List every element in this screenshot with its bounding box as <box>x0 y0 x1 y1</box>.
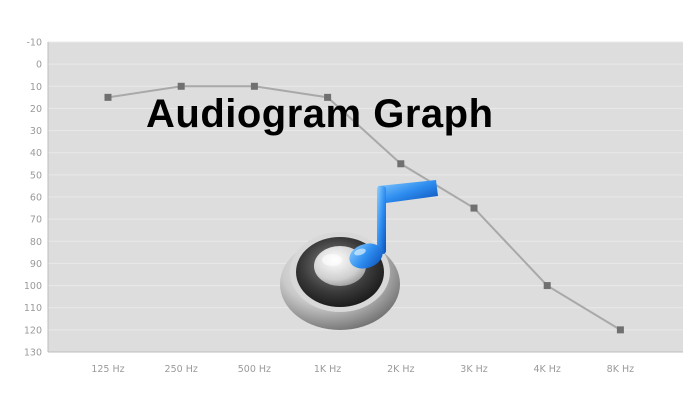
x-tick-label: 2K Hz <box>387 364 414 375</box>
data-point-marker <box>177 82 185 90</box>
y-tick-label: 20 <box>30 104 42 115</box>
speaker-music-icon <box>280 180 438 330</box>
y-tick-label: 60 <box>30 193 42 204</box>
y-tick-label: 90 <box>30 259 42 270</box>
y-tick-label: 0 <box>36 60 42 71</box>
data-point-marker <box>324 93 332 101</box>
y-tick-label: 120 <box>24 325 42 336</box>
y-tick-label: 110 <box>24 303 42 314</box>
x-tick-label: 250 Hz <box>165 364 198 375</box>
y-tick-label: 100 <box>24 281 42 292</box>
data-point-marker <box>543 282 551 290</box>
data-point-marker <box>470 204 478 212</box>
y-tick-label: 30 <box>30 126 42 137</box>
axes <box>47 42 683 353</box>
y-tick-label: 80 <box>30 237 42 248</box>
y-tick-label: 130 <box>24 348 42 359</box>
data-point-marker <box>104 93 112 101</box>
data-point-marker <box>397 160 405 168</box>
y-tick-labels: -10 0 10 20 30 40 50 60 70 80 90 100 110 120 130 <box>24 38 42 359</box>
x-tick-label: 125 Hz <box>91 364 124 375</box>
series-line <box>107 85 621 331</box>
data-point-marker <box>250 82 258 90</box>
x-tick-labels: 125 Hz 250 Hz 500 Hz 1K Hz 2K Hz 3K Hz 4K Hz 8K… <box>91 364 634 375</box>
x-tick-label: 1K Hz <box>314 364 341 375</box>
data-point-marker <box>616 326 624 334</box>
x-tick-label: 3K Hz <box>460 364 487 375</box>
y-tick-label: -10 <box>26 38 42 49</box>
y-tick-label: 10 <box>30 82 42 93</box>
x-tick-label: 8K Hz <box>607 364 634 375</box>
music-note-icon <box>349 180 438 269</box>
chart-title: Audiogram Graph <box>146 92 494 136</box>
x-tick-label: 500 Hz <box>238 364 271 375</box>
y-tick-label: 50 <box>30 170 42 181</box>
x-tick-label: 4K Hz <box>533 364 560 375</box>
y-tick-label: 40 <box>30 148 42 159</box>
y-tick-label: 70 <box>30 215 42 226</box>
hearing-threshold-series <box>104 82 624 334</box>
